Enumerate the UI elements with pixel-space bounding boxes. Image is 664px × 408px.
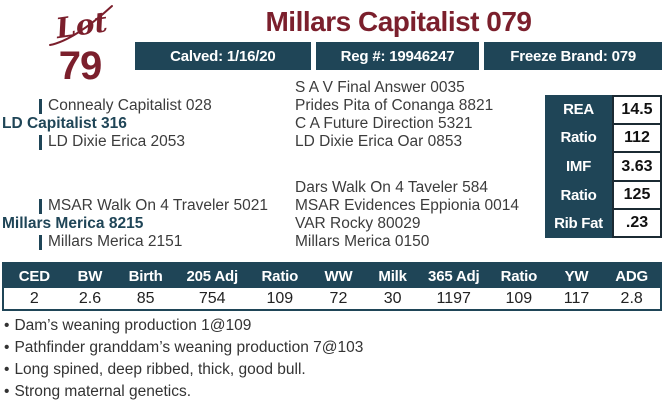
note-text: Pathfinder granddam’s weaning production… — [14, 339, 364, 356]
notes-list: • Dam’s weaning production 1@109 • Pathfin… — [4, 315, 660, 403]
lot-number: 79 — [58, 44, 103, 88]
freeze-brand-badge: Freeze Brand: 079 — [484, 42, 662, 70]
table-value: 754 — [198, 289, 226, 307]
table-value: 72 — [329, 289, 348, 307]
column-header: ADG — [615, 267, 649, 285]
reg-number-badge: Reg #: 19946247 — [315, 42, 480, 70]
lot-script-icon: Lot — [49, 5, 113, 46]
table-value: 117 — [563, 289, 590, 307]
carcass-label: IMF — [566, 157, 591, 175]
table-value: 109 — [505, 289, 533, 307]
table-value: 30 — [383, 289, 402, 307]
column-header: YW — [564, 267, 589, 285]
carcass-value: 3.63 — [612, 151, 662, 182]
sire-ancestor: C A Future Direction 5321 — [295, 115, 473, 132]
column-header: Ratio — [500, 267, 538, 285]
pedigree-bracket — [39, 235, 42, 250]
column-header: Birth — [128, 267, 163, 285]
note-item: • Dam’s weaning production 1@109 — [4, 315, 660, 337]
carcass-label: Rib Fat — [554, 215, 603, 233]
carcass-panel: REA Ratio IMF Ratio Rib Fat 14.5 112 3.6… — [545, 95, 662, 239]
carcass-value: 112 — [612, 123, 662, 154]
note-text: Long spined, deep ribbed, thick, good bu… — [14, 361, 306, 378]
dam-ancestor: Millars Merica 0150 — [295, 233, 430, 250]
table-value: 2.8 — [620, 289, 643, 307]
dam-name: Millars Merica 8215 — [2, 215, 144, 232]
pedigree-bracket — [39, 135, 42, 150]
sire-ancestor: Prides Pita of Conanga 8821 — [295, 97, 494, 114]
carcass-labels: REA Ratio IMF Ratio Rib Fat — [545, 95, 612, 238]
pedigree-bracket — [39, 99, 42, 114]
dam-ancestor: MSAR Evidences Eppionia 0014 — [295, 197, 520, 214]
column-header: Milk — [378, 267, 407, 285]
lot-script-word: Lot — [40, 2, 120, 48]
table-value: 2 — [29, 289, 39, 307]
carcass-value: 14.5 — [612, 95, 662, 126]
table-value: 85 — [136, 289, 155, 307]
performance-table-row: 2 2.6 85 754 109 72 30 1197 109 117 2.8 — [4, 288, 660, 309]
column-header: WW — [324, 267, 353, 285]
calved-badge: Calved: 1/16/20 — [135, 42, 311, 70]
note-text: Strong maternal genetics. — [14, 383, 192, 400]
carcass-label: Ratio — [560, 129, 597, 147]
performance-table-header: CED BW Birth 205 Adj Ratio WW Milk 365 A… — [4, 264, 660, 288]
pedigree-bracket — [39, 199, 42, 214]
table-value: 1197 — [436, 289, 471, 307]
dam-sire: MSAR Walk On 4 Traveler 5021 — [48, 197, 268, 214]
table-value: 109 — [266, 289, 294, 307]
column-header: BW — [77, 267, 103, 285]
sire-ancestor: LD Dixie Erica Oar 0853 — [295, 133, 463, 150]
table-value: 2.6 — [78, 289, 102, 307]
svg-text:Lot: Lot — [53, 5, 109, 45]
animal-title: Millars Capitalist 079 — [265, 6, 532, 37]
carcass-value: .23 — [612, 207, 662, 239]
performance-table: CED BW Birth 205 Adj Ratio WW Milk 365 A… — [2, 262, 662, 311]
sire-ancestor: S A V Final Answer 0035 — [295, 79, 465, 96]
note-item: • Pathfinder granddam’s weaning productio… — [4, 337, 660, 359]
sire-dam: LD Dixie Erica 2053 — [48, 133, 185, 150]
bullet-icon: • — [4, 317, 10, 334]
sire-name: LD Capitalist 316 — [2, 115, 127, 132]
carcass-label: Ratio — [560, 186, 597, 204]
badge-row: Calved: 1/16/20 Reg #: 19946247 Freeze B… — [135, 42, 662, 70]
note-text: Dam’s weaning production 1@109 — [14, 317, 252, 334]
carcass-label: REA — [563, 100, 594, 118]
bullet-icon: • — [4, 339, 10, 356]
lot-block: Lot 79 — [40, 2, 120, 86]
note-item: • Long spined, deep ribbed, thick, good b… — [4, 359, 660, 381]
sire-sire: Connealy Capitalist 028 — [48, 97, 212, 114]
column-header: Ratio — [261, 267, 299, 285]
dam-dam: Millars Merica 2151 — [48, 233, 183, 250]
dam-ancestor: Dars Walk On 4 Taveler 584 — [295, 179, 488, 196]
carcass-value: 125 — [612, 179, 662, 210]
column-header: 365 Adj — [428, 267, 480, 285]
column-header: CED — [18, 267, 50, 285]
dam-ancestor: VAR Rocky 80029 — [295, 215, 421, 232]
bullet-icon: • — [4, 383, 10, 400]
column-header: 205 Adj — [186, 267, 239, 285]
carcass-values: 14.5 112 3.63 125 .23 — [612, 95, 662, 239]
note-item: • Strong maternal genetics. — [4, 381, 660, 403]
bullet-icon: • — [4, 361, 10, 378]
